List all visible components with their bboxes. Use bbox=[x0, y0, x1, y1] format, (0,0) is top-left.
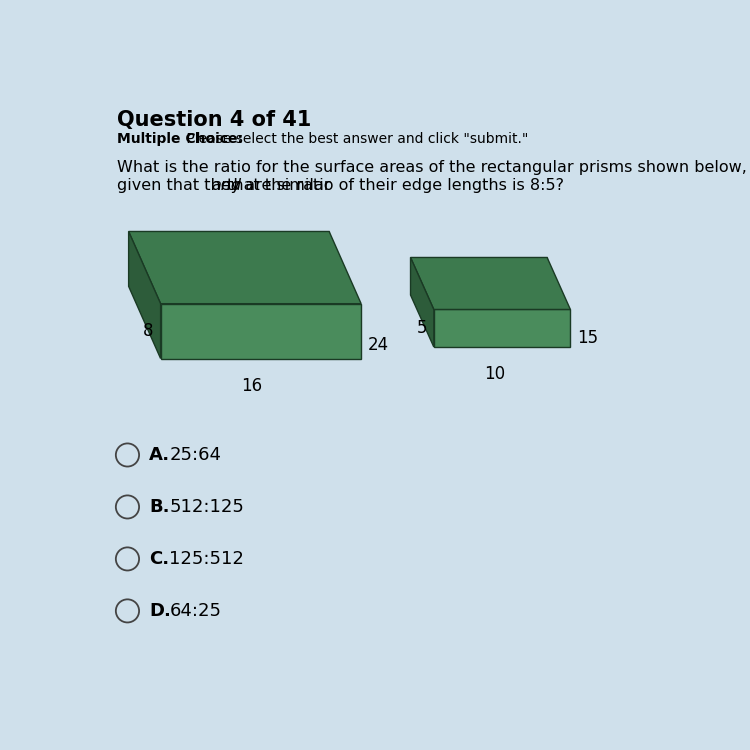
Circle shape bbox=[116, 548, 139, 571]
Text: that the ratio of their edge lengths is 8:5?: that the ratio of their edge lengths is … bbox=[223, 178, 565, 193]
Text: Question 4 of 41: Question 4 of 41 bbox=[117, 110, 311, 130]
Text: 64:25: 64:25 bbox=[170, 602, 221, 620]
Polygon shape bbox=[129, 232, 362, 304]
Text: 512:125: 512:125 bbox=[170, 498, 244, 516]
Text: 5: 5 bbox=[416, 320, 427, 338]
Circle shape bbox=[116, 443, 139, 466]
Text: 16: 16 bbox=[241, 377, 262, 395]
Text: Multiple Choice:: Multiple Choice: bbox=[117, 131, 243, 146]
Text: 25:64: 25:64 bbox=[170, 446, 221, 464]
Circle shape bbox=[116, 496, 139, 518]
Text: 125:512: 125:512 bbox=[170, 550, 244, 568]
Text: A.: A. bbox=[149, 446, 170, 464]
Circle shape bbox=[116, 599, 139, 622]
Text: C.: C. bbox=[149, 550, 169, 568]
Text: 24: 24 bbox=[368, 336, 389, 354]
Text: given that they are similar: given that they are similar bbox=[117, 178, 336, 193]
Text: and: and bbox=[211, 178, 242, 193]
Polygon shape bbox=[410, 257, 570, 310]
Text: D.: D. bbox=[149, 602, 171, 620]
Text: B.: B. bbox=[149, 498, 170, 516]
Polygon shape bbox=[129, 232, 160, 358]
Polygon shape bbox=[410, 257, 434, 347]
Text: 10: 10 bbox=[484, 365, 506, 383]
Polygon shape bbox=[433, 310, 570, 347]
Text: What is the ratio for the surface areas of the rectangular prisms shown below,: What is the ratio for the surface areas … bbox=[117, 160, 747, 176]
Text: 8: 8 bbox=[143, 322, 154, 340]
Text: Please select the best answer and click "submit.": Please select the best answer and click … bbox=[182, 131, 529, 146]
Polygon shape bbox=[160, 304, 362, 358]
Text: 15: 15 bbox=[578, 328, 598, 346]
